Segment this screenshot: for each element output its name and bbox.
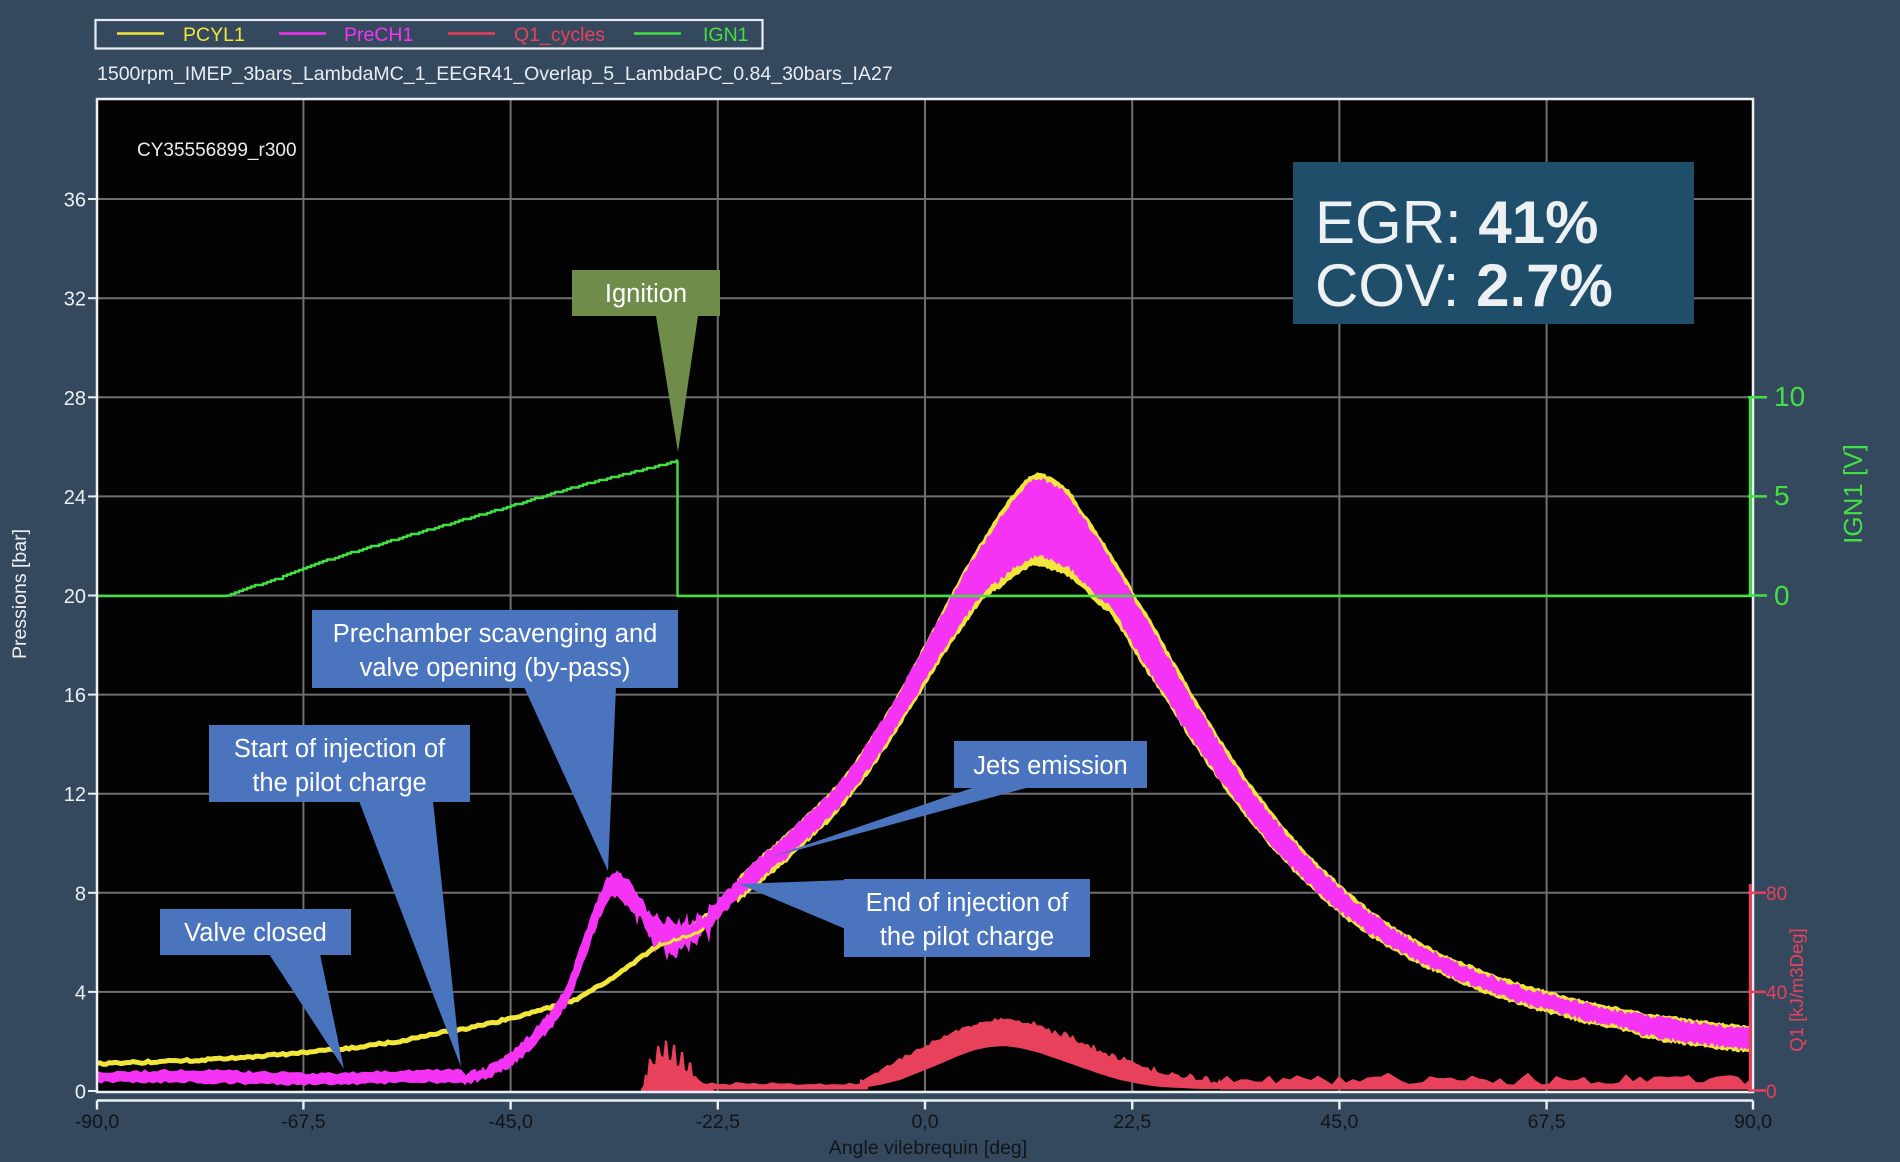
svg-text:Q1_cycles: Q1_cycles: [514, 24, 605, 46]
svg-text:Start of injection of: Start of injection of: [234, 735, 446, 763]
svg-text:the pilot charge: the pilot charge: [252, 769, 426, 797]
svg-text:COV: 2.7%: COV: 2.7%: [1315, 252, 1613, 319]
svg-text:20: 20: [64, 586, 86, 608]
svg-text:EGR: 41%: EGR: 41%: [1315, 189, 1598, 256]
svg-text:90,0: 90,0: [1734, 1111, 1772, 1133]
svg-text:PreCH1: PreCH1: [344, 24, 413, 46]
svg-text:Q1 [kJ/m3Deg]: Q1 [kJ/m3Deg]: [1786, 928, 1807, 1051]
svg-text:CY35556899_r300: CY35556899_r300: [137, 140, 297, 161]
svg-text:24: 24: [64, 487, 86, 509]
svg-text:40: 40: [1766, 983, 1787, 1004]
svg-text:IGN1: IGN1: [703, 24, 749, 46]
svg-text:8: 8: [75, 883, 86, 905]
svg-text:Valve closed: Valve closed: [184, 919, 327, 947]
svg-text:Ignition: Ignition: [605, 280, 687, 308]
svg-text:Pressions [bar]: Pressions [bar]: [9, 529, 31, 659]
svg-text:67,5: 67,5: [1528, 1111, 1566, 1133]
svg-text:4: 4: [75, 982, 86, 1004]
svg-text:22,5: 22,5: [1113, 1111, 1151, 1133]
svg-text:Jets emission: Jets emission: [973, 752, 1127, 780]
svg-text:-67,5: -67,5: [281, 1111, 326, 1133]
svg-text:Prechamber scavenging and: Prechamber scavenging and: [333, 620, 658, 648]
svg-text:0: 0: [75, 1082, 86, 1104]
svg-text:12: 12: [64, 784, 86, 806]
svg-text:36: 36: [64, 190, 86, 212]
svg-text:End of injection of: End of injection of: [866, 889, 1070, 917]
svg-text:28: 28: [64, 388, 86, 410]
svg-text:1500rpm_IMEP_3bars_LambdaMC_1_: 1500rpm_IMEP_3bars_LambdaMC_1_EEGR41_Ove…: [97, 63, 893, 85]
svg-text:45,0: 45,0: [1320, 1111, 1358, 1133]
svg-text:0,0: 0,0: [911, 1111, 938, 1133]
svg-text:80: 80: [1766, 884, 1787, 905]
svg-text:-45,0: -45,0: [488, 1111, 533, 1133]
svg-text:Angle vilebrequin [deg]: Angle vilebrequin [deg]: [829, 1137, 1027, 1159]
svg-text:PCYL1: PCYL1: [183, 24, 245, 46]
svg-text:-22,5: -22,5: [696, 1111, 741, 1133]
svg-text:5: 5: [1774, 480, 1790, 511]
svg-text:IGN1 [V]: IGN1 [V]: [1838, 444, 1868, 544]
svg-text:0: 0: [1766, 1082, 1777, 1103]
svg-text:the pilot charge: the pilot charge: [880, 923, 1054, 951]
svg-text:-90,0: -90,0: [75, 1111, 120, 1133]
svg-text:10: 10: [1774, 381, 1805, 412]
svg-text:16: 16: [64, 685, 86, 707]
svg-text:0: 0: [1774, 580, 1790, 611]
svg-text:valve opening (by-pass): valve opening (by-pass): [360, 654, 631, 682]
svg-text:32: 32: [64, 289, 86, 311]
